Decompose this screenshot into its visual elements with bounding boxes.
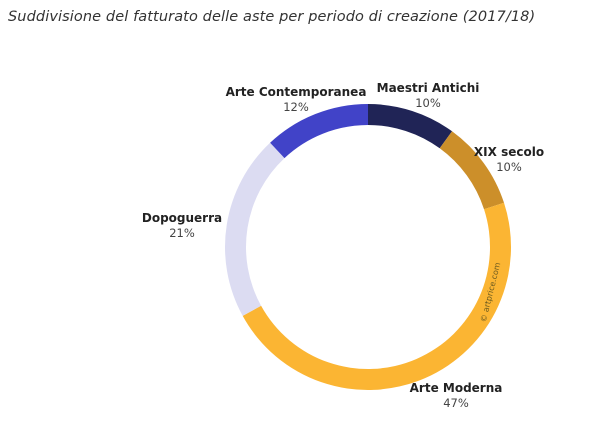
slice-arte-contemporanea xyxy=(270,104,368,159)
slice-label: Maestri Antichi xyxy=(377,81,480,95)
donut-slices xyxy=(225,104,511,390)
slice-arte-moderna xyxy=(242,202,511,390)
slice-label: Arte Moderna xyxy=(410,381,503,395)
slice-value: 12% xyxy=(283,100,309,114)
slice-label: Arte Contemporanea xyxy=(226,85,367,99)
slice-label: XIX secolo xyxy=(474,145,544,159)
chart-title: Suddivisione del fatturato delle aste pe… xyxy=(8,9,536,25)
slice-value: 10% xyxy=(496,160,522,174)
slice-label: Dopoguerra xyxy=(142,211,222,225)
slice-value: 10% xyxy=(415,96,441,110)
slice-dopoguerra xyxy=(225,142,285,316)
slice-value: 47% xyxy=(443,396,469,410)
slice-maestri-antichi xyxy=(368,104,453,149)
slice-value: 21% xyxy=(169,226,195,240)
slice-xix-secolo xyxy=(439,131,505,210)
